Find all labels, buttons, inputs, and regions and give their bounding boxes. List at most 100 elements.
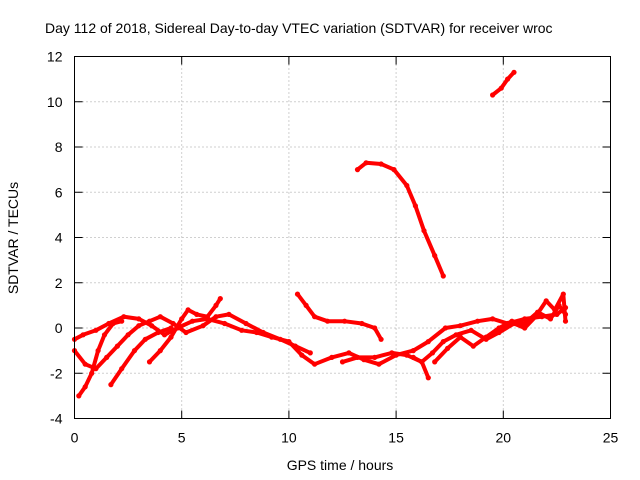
trace-6-point [324, 318, 331, 324]
trace-1-point [299, 352, 305, 358]
trace-4-point [119, 366, 125, 372]
trace-1-point [149, 323, 155, 329]
trace-1-point [346, 350, 352, 356]
trace-2-point [136, 323, 142, 329]
trace-6-point [294, 291, 301, 297]
x-tick-label: 25 [603, 430, 619, 446]
trace-8-point [378, 161, 384, 167]
data-series [71, 69, 569, 399]
trace-2-point [292, 343, 298, 349]
trace-1-point [442, 325, 448, 331]
trace-2-point [213, 314, 219, 320]
y-tick-label: 8 [55, 139, 63, 155]
x-tick-label: 20 [496, 430, 512, 446]
trace-11-point [547, 316, 554, 322]
trace-7-point [372, 354, 378, 360]
trace-6-line [295, 292, 384, 342]
trace-10-point [522, 325, 528, 331]
x-tick-label: 5 [178, 430, 186, 446]
trace-11-point [432, 359, 438, 365]
trace-4-point [155, 329, 161, 336]
trace-10-point [562, 318, 569, 324]
trace-5-point [204, 314, 210, 320]
trace-11-point [522, 320, 528, 327]
trace-9-line [490, 70, 516, 97]
trace-11-point [509, 318, 515, 324]
plot-frame [74, 56, 611, 419]
trace-2-point [146, 318, 153, 324]
trace-5-point [217, 296, 223, 302]
trace-2-point [183, 329, 189, 336]
trace-11-line [432, 303, 568, 364]
trace-1-point [80, 332, 86, 338]
trace-11-point [445, 345, 451, 351]
trace-1-point [410, 348, 416, 354]
trace-2-point [114, 343, 120, 349]
trace-3-point [82, 384, 88, 390]
trace-9-point [490, 92, 496, 98]
trace-1-point [490, 316, 496, 322]
trace-3-point [89, 370, 95, 376]
y-tick-label: 6 [55, 184, 63, 200]
trace-6-point [312, 314, 318, 320]
trace-1-point [329, 354, 335, 360]
trace-10-point [543, 298, 549, 304]
trace-3-point [110, 320, 116, 327]
trace-2-point [170, 320, 176, 327]
trace-11-point [562, 311, 569, 317]
trace-1-point [161, 332, 168, 338]
axis-ticks: 0 5 10 15 20 25 -4 -2 0 2 4 6 8 10 12 [47, 49, 619, 446]
trace-5-point [157, 348, 163, 354]
y-tick-label: 0 [55, 320, 63, 336]
trace-5-point [146, 359, 153, 365]
chart-title: Day 112 of 2018, Sidereal Day-to-day VTE… [45, 20, 553, 36]
trace-7-point [389, 350, 395, 356]
trace-9-point [505, 76, 511, 82]
trace-1-point [312, 361, 318, 367]
x-axis-label: GPS time / hours [287, 457, 394, 473]
y-tick-label: -2 [50, 365, 63, 381]
trace-2-point [277, 336, 283, 342]
y-tick-label: -4 [50, 411, 63, 427]
trace-10-point [419, 359, 425, 365]
trace-11-point [470, 343, 476, 349]
trace-3-point [76, 393, 82, 399]
trace-5-point [179, 316, 185, 322]
x-tick-label: 15 [388, 430, 404, 446]
trace-2-point [226, 311, 232, 317]
y-tick-label: 12 [47, 49, 63, 65]
trace-8-line [355, 160, 446, 278]
trace-10-point [410, 354, 416, 360]
trace-6-point [359, 320, 365, 327]
y-tick-label: 2 [55, 275, 63, 291]
trace-1-point [425, 339, 431, 345]
trace-1-point [121, 314, 127, 320]
trace-6-point [342, 318, 348, 324]
trace-6-point [303, 302, 309, 308]
trace-7-point [354, 354, 361, 360]
trace-2-point [200, 323, 206, 329]
trace-8-point [421, 228, 427, 234]
trace-6-point [372, 325, 378, 331]
trace-11-point [556, 302, 562, 308]
trace-4-point [168, 325, 174, 331]
trace-3-point [101, 332, 108, 338]
trace-2-point [104, 354, 110, 360]
trace-7-point [404, 352, 410, 358]
trace-5-point [185, 307, 191, 313]
gridlines [74, 56, 611, 419]
trace-4-point [108, 382, 114, 388]
y-tick-label: 10 [47, 94, 63, 110]
trace-10-point [468, 327, 474, 333]
trace-5-point [213, 302, 219, 308]
trace-2-point [125, 332, 131, 338]
trace-1-point [475, 318, 481, 324]
trace-3-point [119, 318, 125, 324]
trace-5-point [194, 311, 200, 317]
trace-1-point [189, 318, 195, 324]
trace-7-point [425, 375, 431, 381]
trace-2-point [82, 361, 88, 367]
trace-4-point [142, 336, 148, 342]
trace-4-point [131, 348, 138, 354]
